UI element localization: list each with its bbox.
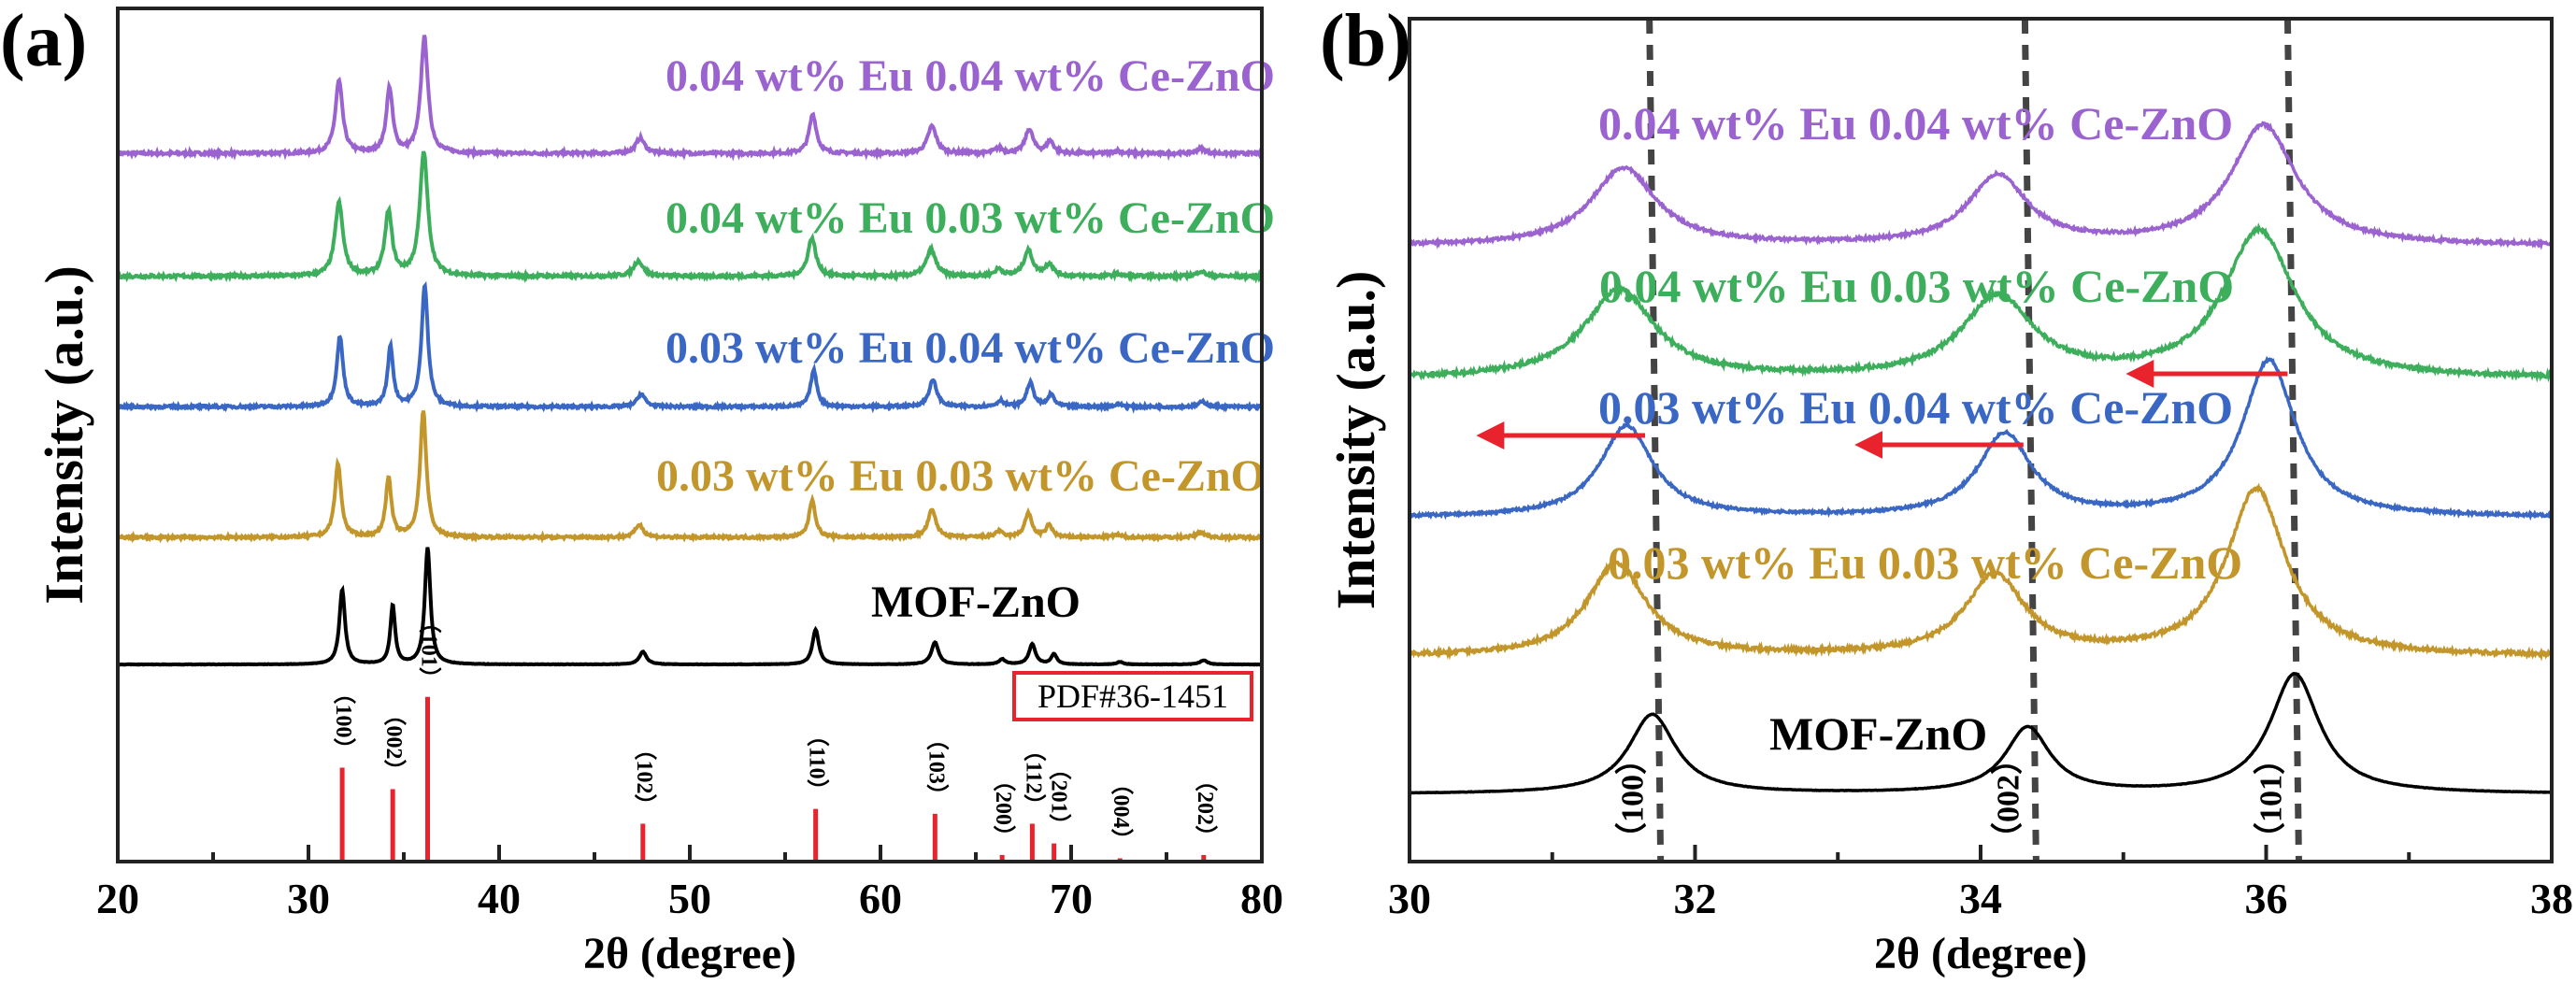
x-tick-label: 30: [287, 875, 330, 922]
x-tick-label: 60: [859, 875, 902, 922]
reference-dashed-line-0: [1646, 18, 1665, 863]
series-label-3: 0.03 wt% Eu 0.03 wt% Ce-ZnO: [656, 451, 1266, 501]
hkl-label: （201）: [1046, 758, 1071, 836]
x-tick-label: 32: [1674, 875, 1717, 922]
reference-dashed-line-2: [2283, 18, 2302, 863]
hkl-label: （202）: [1193, 769, 1218, 848]
hkl-label: （200）: [991, 769, 1016, 848]
hkl-label: （100）: [331, 682, 356, 761]
x-tick-label: 34: [1959, 875, 2002, 922]
hkl-label: （002）: [1989, 743, 2025, 854]
hkl-label: （102）: [632, 737, 657, 816]
panel-label: (b): [1320, 0, 1411, 82]
x-tick-label: 40: [478, 875, 521, 922]
series-line-4: [117, 547, 1263, 667]
series-label-0: 0.04 wt% Eu 0.04 wt% Ce-ZnO: [665, 51, 1275, 101]
hkl-label: （101）: [2252, 743, 2288, 854]
panel-label: (a): [0, 0, 87, 82]
x-tick-label: 36: [2245, 875, 2288, 922]
series-line-1: [1409, 222, 2554, 383]
series-line-2: [116, 280, 1263, 414]
series-label-4: MOF-ZnO: [871, 578, 1080, 627]
hkl-label: （100）: [1614, 743, 1651, 854]
series-line-0: [1408, 121, 2554, 250]
series-line-3: [1409, 482, 2553, 662]
hkl-label: （004）: [1109, 772, 1134, 850]
series-label-3: 0.03 wt% Eu 0.03 wt% Ce-ZnO: [1608, 536, 2242, 589]
series-line-2: [1408, 355, 2554, 521]
series-line-3: [116, 410, 1263, 544]
plot-frame: [116, 7, 1264, 863]
series-label-2: 0.03 wt% Eu 0.04 wt% Ce-ZnO: [1598, 381, 2233, 434]
x-tick-label: 38: [2530, 875, 2573, 922]
x-tick-label: 30: [1388, 875, 1431, 922]
hkl-label: （112）: [1021, 739, 1046, 817]
series-line-0: [116, 35, 1263, 162]
x-axis-label: 2θ (degree): [1874, 929, 2087, 978]
series-label-0: 0.04 wt% Eu 0.04 wt% Ce-ZnO: [1598, 97, 2233, 150]
x-tick-label: 20: [96, 875, 139, 922]
series-label-1: 0.04 wt% Eu 0.03 wt% Ce-ZnO: [1599, 260, 2234, 312]
series-line-4: [1409, 671, 2553, 795]
hkl-label: （110）: [805, 724, 830, 802]
x-axis-label: 2θ (degree): [583, 929, 796, 978]
x-tick-label: 50: [668, 875, 711, 922]
y-axis-label: Intensity (a.u.): [34, 265, 94, 605]
hkl-label: （103）: [923, 728, 949, 806]
series-label-2: 0.03 wt% Eu 0.04 wt% Ce-ZnO: [665, 323, 1275, 373]
series-label-1: 0.04 wt% Eu 0.03 wt% Ce-ZnO: [665, 193, 1275, 243]
y-axis-label: Intensity (a.u.): [1325, 271, 1386, 610]
panel-b: （100） （002） （101） 0.04 wt% Eu 0.04 wt% Ce-Z…: [1320, 0, 2573, 978]
series-label-4: MOF-ZnO: [1769, 707, 1987, 760]
panel-a: （100） （002）（101）（102） （110） （103）（200） （112）…: [0, 0, 1283, 978]
x-tick-label: 80: [1240, 875, 1283, 922]
pdf-card-box: [1012, 671, 1253, 721]
pdf-card-label: PDF#36-1451: [1038, 677, 1228, 715]
series-line-1: [116, 150, 1264, 284]
hkl-label: （002）: [381, 703, 407, 781]
x-tick-label: 70: [1050, 875, 1093, 922]
reference-dashed-line-1: [2021, 18, 2039, 863]
